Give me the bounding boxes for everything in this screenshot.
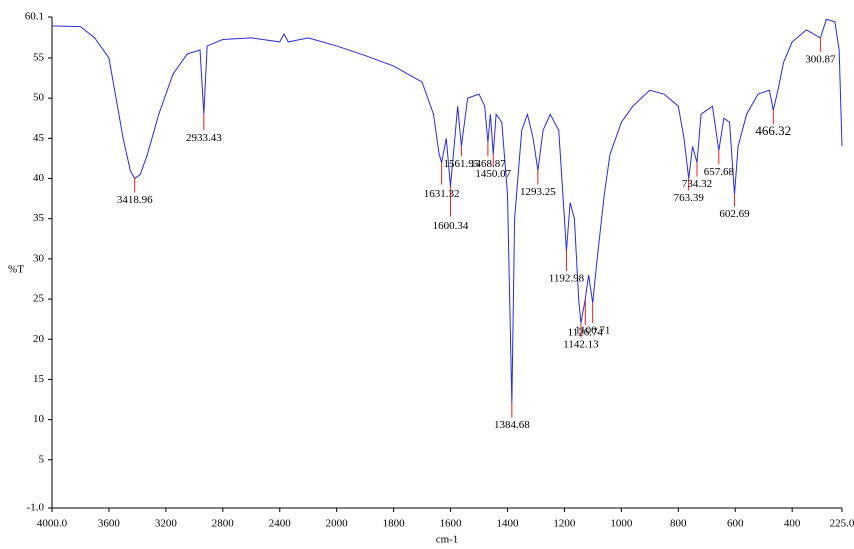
peak-label: 1450.07 bbox=[475, 168, 511, 180]
y-tick-label: 55 bbox=[33, 52, 45, 64]
peak-label: 1142.13 bbox=[563, 339, 599, 351]
y-tick-label: 5 bbox=[39, 453, 45, 465]
x-tick-label: 2400 bbox=[269, 518, 292, 530]
y-axis-label: %T bbox=[8, 264, 24, 276]
peak-label: 1561.95 bbox=[444, 158, 480, 170]
peak-label: 1600.34 bbox=[433, 220, 469, 232]
x-axis-label: cm-1 bbox=[436, 534, 459, 546]
y-tick-label: 45 bbox=[33, 132, 45, 144]
x-tick-label: 600 bbox=[727, 518, 744, 530]
peak-label: 1293.25 bbox=[520, 186, 556, 198]
peak-label: 763.39 bbox=[674, 192, 705, 204]
y-tick-label: 20 bbox=[33, 333, 45, 345]
peak-label: 657.68 bbox=[704, 166, 735, 178]
x-tick-label: 1200 bbox=[553, 518, 576, 530]
peak-label: 1468.87 bbox=[470, 158, 506, 170]
y-tick-label: 60.1 bbox=[25, 11, 44, 23]
peak-label: 734.32 bbox=[682, 178, 712, 190]
peak-label: 1384.68 bbox=[494, 419, 530, 431]
x-tick-label: 400 bbox=[784, 518, 801, 530]
peak-label: 1192.98 bbox=[549, 272, 585, 284]
peak-label: 1126.74 bbox=[568, 327, 604, 339]
x-tick-label: 1600 bbox=[440, 518, 463, 530]
peak-label: 466.32 bbox=[755, 123, 791, 138]
y-tick-label: 15 bbox=[33, 373, 45, 385]
x-tick-label: 1000 bbox=[610, 518, 633, 530]
peak-label: 1100.71 bbox=[575, 325, 610, 337]
y-tick-label: -1.0 bbox=[27, 502, 45, 514]
spectrum-line bbox=[51, 18, 843, 404]
y-tick-label: 10 bbox=[33, 413, 45, 425]
y-tick-label: 35 bbox=[33, 212, 45, 224]
peak-label: 300.87 bbox=[805, 53, 836, 65]
x-tick-label: 1800 bbox=[383, 518, 406, 530]
peak-label: 602.69 bbox=[719, 208, 750, 220]
x-tick-label: 4000.0 bbox=[37, 518, 68, 530]
y-tick-label: 25 bbox=[33, 293, 45, 305]
x-tick-label: 3200 bbox=[155, 518, 178, 530]
peak-label: 1631.32 bbox=[424, 188, 460, 200]
y-tick-label: 30 bbox=[33, 252, 45, 264]
peak-label: 3418.96 bbox=[117, 194, 153, 206]
x-tick-label: 2800 bbox=[212, 518, 235, 530]
x-tick-label: 1400 bbox=[496, 518, 519, 530]
y-tick-label: 40 bbox=[33, 172, 45, 184]
x-tick-label: 2000 bbox=[326, 518, 349, 530]
y-tick-label: 50 bbox=[33, 92, 45, 104]
x-tick-label: 3600 bbox=[98, 518, 121, 530]
peak-label: 2933.43 bbox=[186, 132, 222, 144]
x-tick-label: 800 bbox=[670, 518, 687, 530]
x-tick-label: 225.0 bbox=[830, 518, 854, 530]
